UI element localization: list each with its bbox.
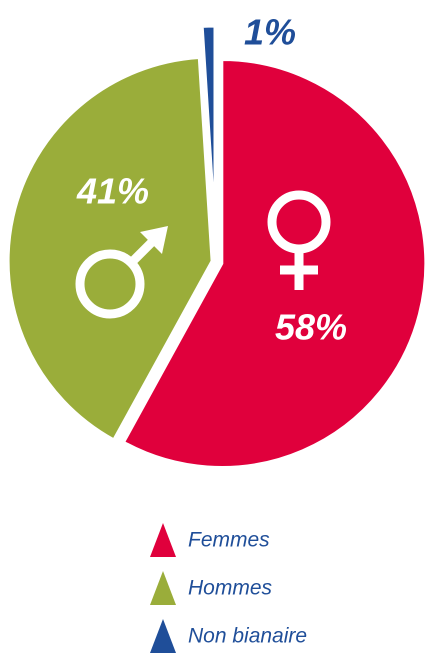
legend-swatch <box>150 571 176 605</box>
value-label: 58% <box>275 307 347 348</box>
value-label: 1% <box>244 12 296 53</box>
legend-label: Non bianaire <box>188 625 307 648</box>
legend-swatch <box>150 619 176 653</box>
legend-label: Hommes <box>188 577 273 600</box>
female-symbol <box>267 190 331 290</box>
pie-slice <box>6 55 214 442</box>
legend-swatch <box>150 523 176 557</box>
labels: 58% 41% 1% <box>76 12 347 348</box>
value-label: 41% <box>76 171 149 212</box>
pie-slice <box>200 24 217 231</box>
male-symbol <box>75 226 168 319</box>
legend-label: Femmes <box>188 529 270 552</box>
pie-slice <box>121 57 427 469</box>
legend: Femmes Hommes Non bianaire <box>150 523 307 653</box>
slices <box>6 24 427 469</box>
